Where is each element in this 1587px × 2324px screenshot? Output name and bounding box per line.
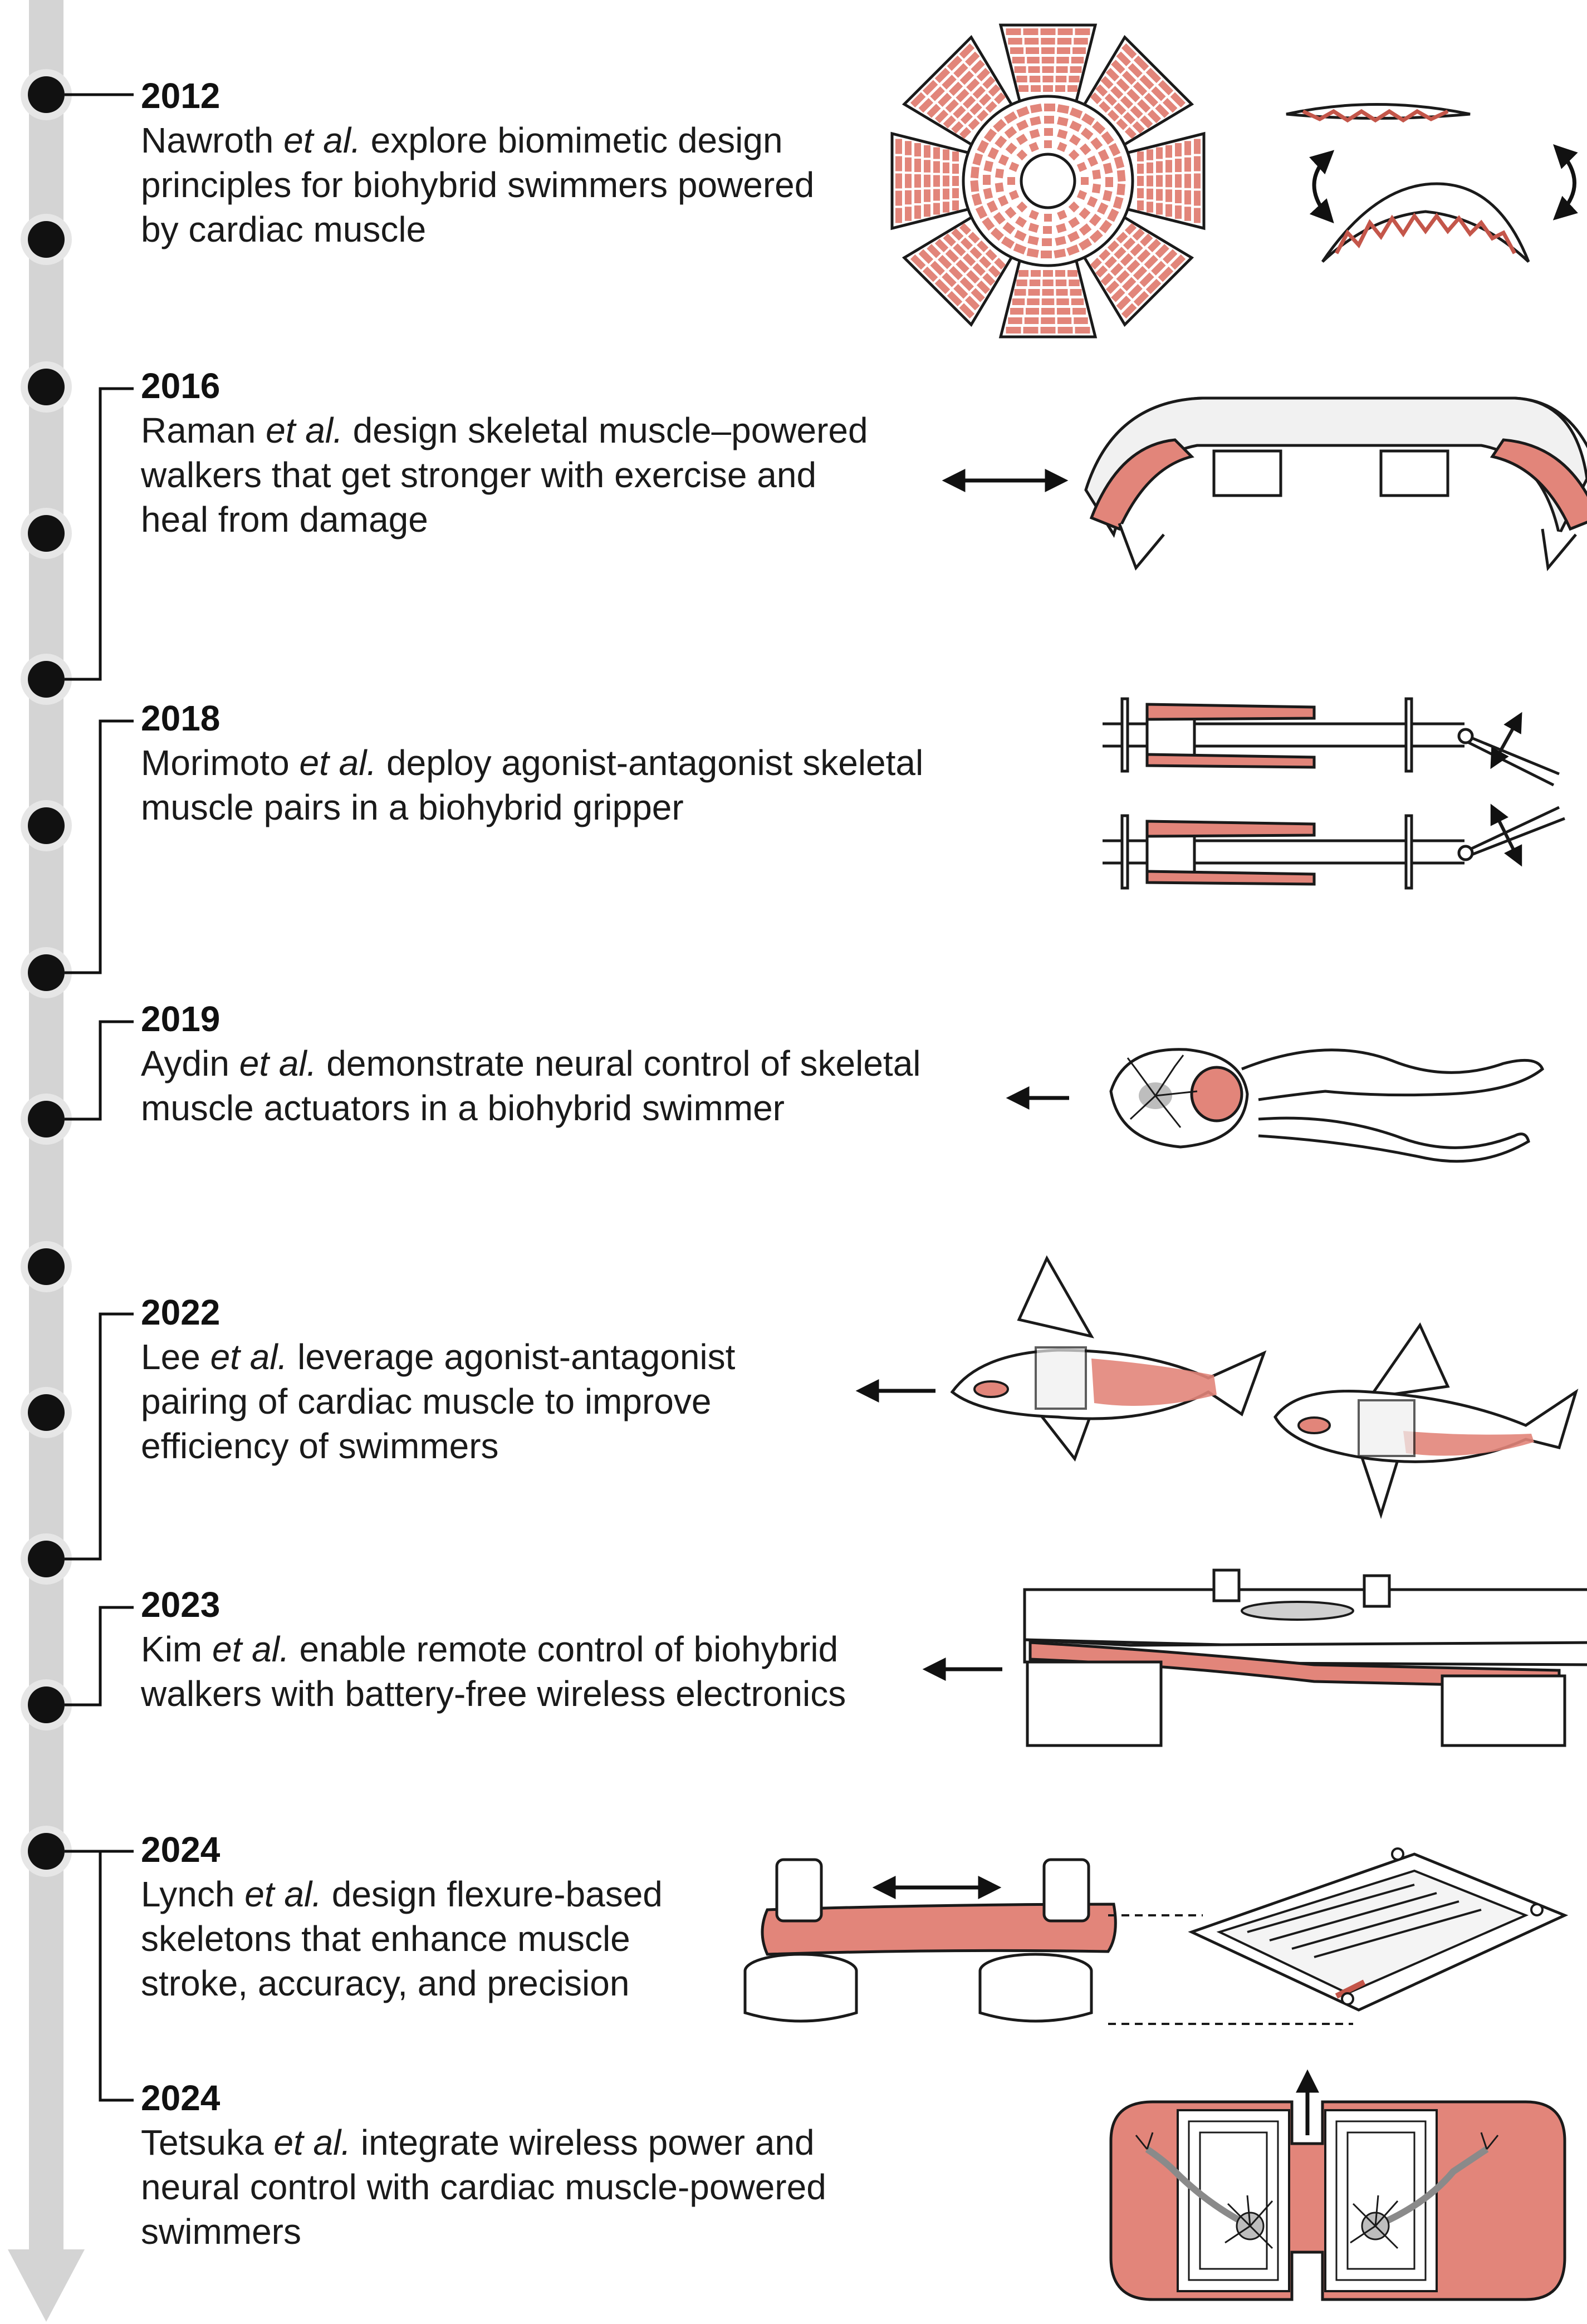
- entry-2024-tetsuka: 2024 Tetsuka et al. integrate wireless p…: [141, 2076, 1010, 2254]
- entry-2022: 2022 Lee et al. leverage agonist-antagon…: [141, 1290, 1010, 1468]
- entry-description-line: Tetsuka et al. integrate wireless power …: [141, 2120, 1010, 2165]
- entry-2023: 2023 Kim et al. enable remote control of…: [141, 1582, 1010, 1716]
- entry-author: Tetsuka: [141, 2122, 264, 2163]
- entry-desc-start: integrate wireless power and: [360, 2122, 815, 2163]
- timeline-dot: [28, 369, 65, 405]
- entry-author: Aydin: [141, 1043, 229, 1083]
- timeline-dot: [28, 1101, 65, 1138]
- entry-author: Lee: [141, 1337, 200, 1377]
- entry-etal: et al.: [244, 1874, 322, 1914]
- timeline-bracket: [65, 719, 134, 974]
- entry-description-line: Kim et al. enable remote control of bioh…: [141, 1627, 1010, 1671]
- entry-description-line: Aydin et al. demonstrate neural control …: [141, 1041, 1010, 1086]
- timeline-dot: [28, 661, 65, 698]
- timeline-dot: [28, 515, 65, 552]
- entry-description-line: pairing of cardiac muscle to improve: [141, 1381, 712, 1421]
- timeline-bracket: [65, 387, 134, 681]
- entry-author: Raman: [141, 410, 256, 450]
- entry-year: 2019: [141, 999, 221, 1039]
- entry-year: 2018: [141, 698, 221, 738]
- entry-etal: et al.: [266, 410, 343, 450]
- entry-author: Kim: [141, 1629, 203, 1669]
- timeline-dot: [28, 954, 65, 991]
- entry-etal: et al.: [273, 2122, 351, 2163]
- entry-description-line: Lee et al. leverage agonist-antagonist: [141, 1335, 1010, 1379]
- entry-description-line: heal from damage: [141, 499, 428, 540]
- entry-description-line: Raman et al. design skeletal muscle–powe…: [141, 408, 1010, 453]
- entry-description-line: skeletons that enhance muscle: [141, 1919, 630, 1959]
- timeline-dot: [28, 1394, 65, 1431]
- entry-description-line: walkers with battery-free wireless elect…: [141, 1674, 846, 1714]
- entry-desc-start: enable remote control of biohybrid: [299, 1629, 839, 1669]
- entry-description-line: Morimoto et al. deploy agonist-antagonis…: [141, 741, 1010, 785]
- entry-author: Lynch: [141, 1874, 235, 1914]
- entry-year: 2024: [141, 1830, 221, 1870]
- entry-desc-start: design skeletal muscle–powered: [352, 410, 868, 450]
- entry-2012: 2012 Nawroth et al. explore biomimetic d…: [141, 73, 1010, 252]
- timeline-dot: [28, 76, 65, 113]
- entry-2016: 2016 Raman et al. design skeletal muscle…: [141, 364, 1010, 542]
- entry-year: 2024: [141, 2078, 221, 2118]
- entry-description-line: Nawroth et al. explore biomimetic design: [141, 118, 1010, 163]
- entry-etal: et al.: [212, 1629, 290, 1669]
- entry-description-line: stroke, accuracy, and precision: [141, 1963, 630, 2003]
- timeline-dot: [28, 1541, 65, 1577]
- timeline-dot: [28, 1686, 65, 1723]
- entry-etal: et al.: [210, 1337, 288, 1377]
- entry-description-line: Lynch et al. design flexure-based: [141, 1872, 1010, 1916]
- entry-desc-start: design flexure-based: [331, 1874, 663, 1914]
- timeline-bracket: [65, 1606, 134, 1707]
- entry-description-line: neural control with cardiac muscle-power…: [141, 2167, 826, 2207]
- entry-etal: et al.: [283, 120, 361, 160]
- entry-year: 2023: [141, 1585, 221, 1625]
- timeline-dot: [28, 1248, 65, 1285]
- timeline-dot: [28, 221, 65, 258]
- entry-description-line: muscle actuators in a biohybrid swimmer: [141, 1088, 785, 1128]
- entry-description-line: efficiency of swimmers: [141, 1426, 499, 1466]
- entry-year: 2012: [141, 76, 221, 116]
- entry-description-line: principles for biohybrid swimmers powere…: [141, 165, 815, 205]
- entry-description-line: muscle pairs in a biohybrid gripper: [141, 787, 684, 827]
- entry-description-line: walkers that get stronger with exercise …: [141, 455, 817, 495]
- timeline-bracket: [65, 1312, 134, 1561]
- entry-desc-start: explore biomimetic design: [370, 120, 783, 160]
- entry-description-line: by cardiac muscle: [141, 209, 427, 249]
- entry-etal: et al.: [239, 1043, 317, 1083]
- entry-description-line: swimmers: [141, 2212, 301, 2252]
- entry-year: 2016: [141, 366, 221, 406]
- entry-2024-lynch: 2024 Lynch et al. design flexure-based s…: [141, 1827, 1010, 2006]
- entry-2018: 2018 Morimoto et al. deploy agonist-anta…: [141, 696, 1010, 830]
- entry-desc-start: leverage agonist-antagonist: [297, 1337, 736, 1377]
- entry-2019: 2019 Aydin et al. demonstrate neural con…: [141, 997, 1010, 1130]
- timeline-bracket: [99, 1851, 134, 2102]
- entry-desc-start: deploy agonist-antagonist skeletal: [386, 743, 924, 783]
- entry-author: Morimoto: [141, 743, 290, 783]
- timeline-dots: [21, 69, 72, 1877]
- timeline-dot: [28, 807, 65, 844]
- timeline-arrow-icon: [8, 2249, 85, 2322]
- timeline-bracket: [65, 1020, 134, 1121]
- entry-year: 2022: [141, 1292, 221, 1332]
- timeline-dot: [28, 1833, 65, 1870]
- entry-etal: et al.: [299, 743, 377, 783]
- timeline-brackets: [65, 93, 134, 2102]
- entry-author: Nawroth: [141, 120, 274, 160]
- entry-desc-start: demonstrate neural control of skeletal: [326, 1043, 921, 1083]
